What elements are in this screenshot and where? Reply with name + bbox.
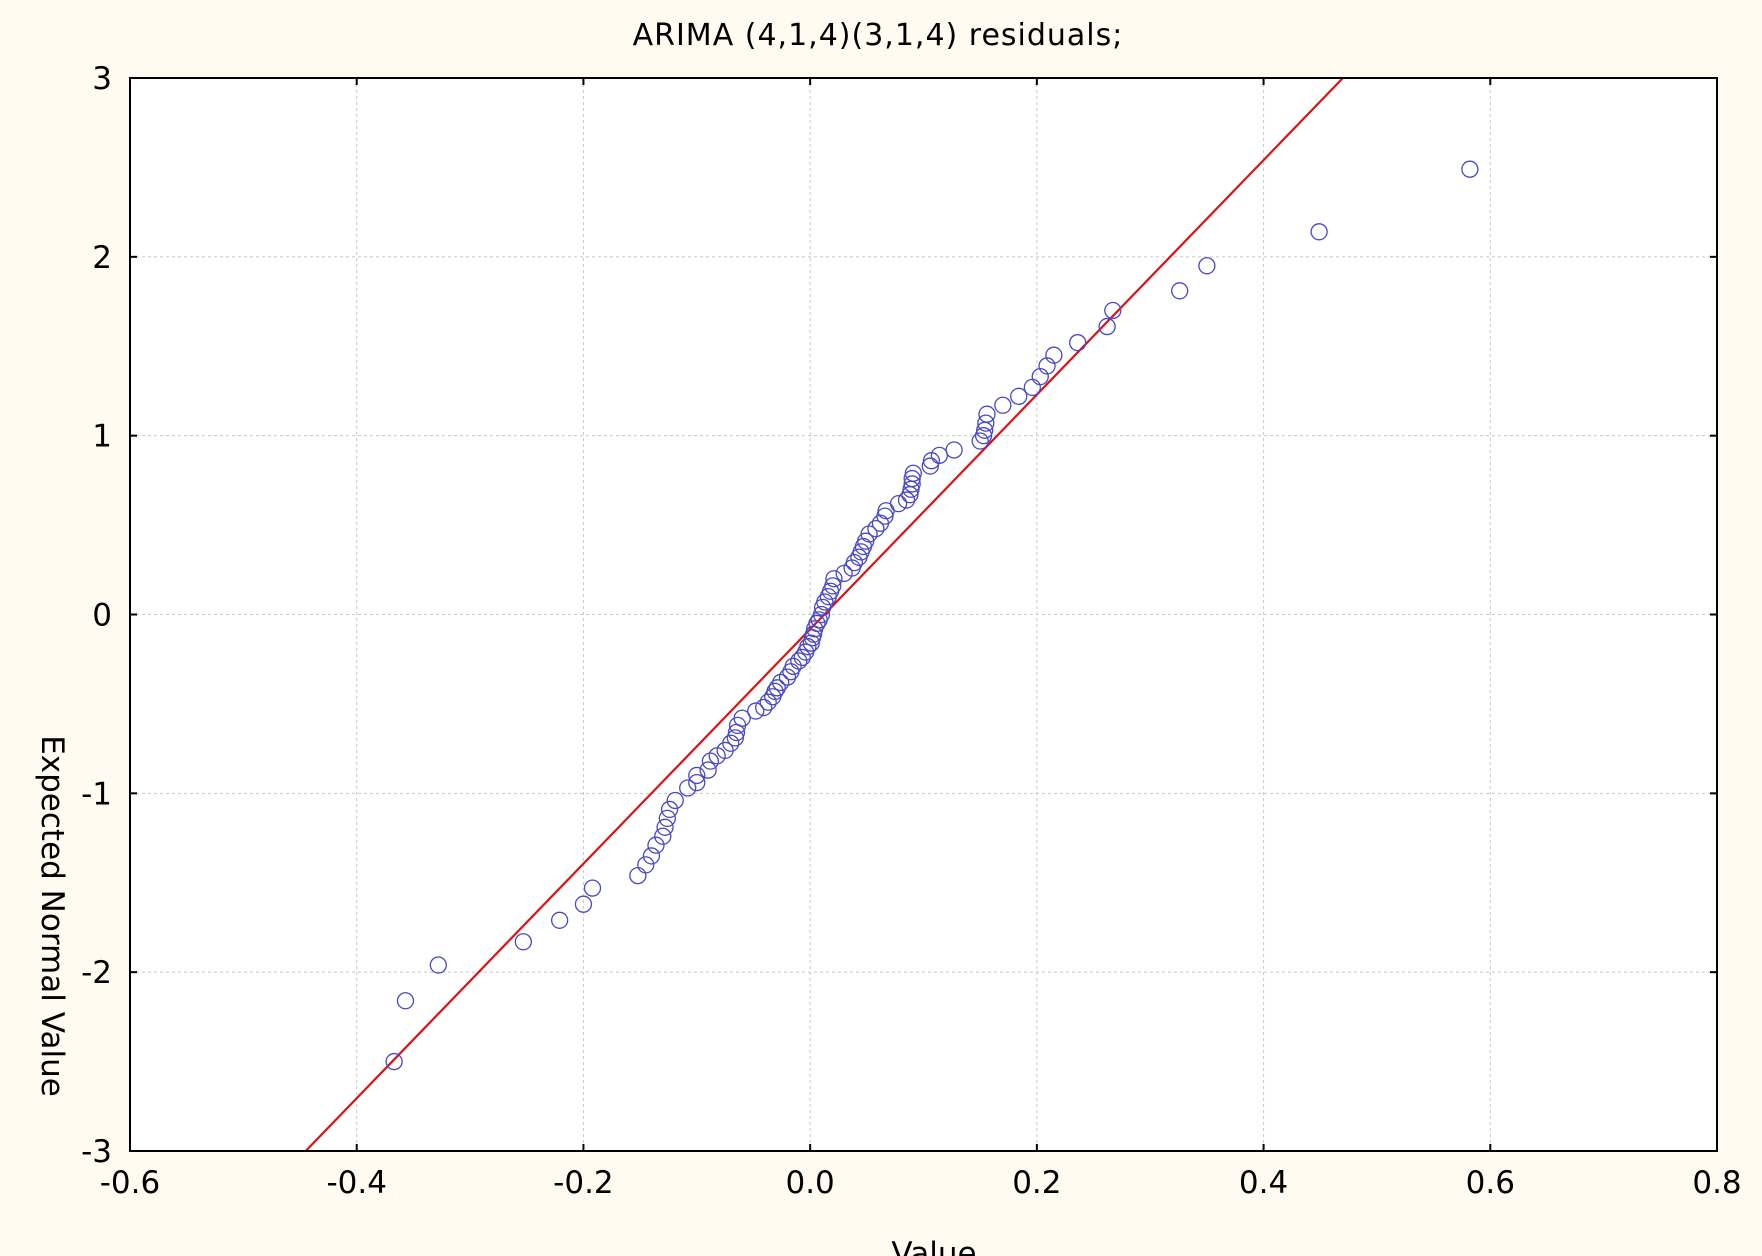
data-point: [699, 761, 717, 779]
data-point: [945, 441, 963, 459]
data-point: [660, 800, 679, 819]
data-point: [808, 614, 826, 633]
plot-frame: [129, 77, 1718, 1152]
data-point: [574, 895, 593, 913]
data-point: [897, 491, 916, 509]
chart-title: ARIMA (4,1,4)(3,1,4) residuals;: [633, 18, 1124, 53]
data-point: [974, 427, 993, 445]
data-point: [903, 469, 921, 488]
data-point: [1461, 160, 1479, 178]
data-point: [583, 879, 602, 897]
data-point: [647, 836, 665, 854]
data-point: [778, 668, 797, 686]
data-point: [766, 682, 784, 701]
data-point: [666, 791, 684, 810]
data-point: [876, 507, 894, 525]
data-point: [825, 570, 843, 588]
y-tick-label: 0: [92, 598, 112, 634]
data-point: [824, 577, 842, 595]
x-tick-label: 0.2: [1012, 1165, 1061, 1201]
data-point: [799, 638, 817, 656]
data-point: [747, 702, 765, 720]
data-point: [889, 494, 908, 513]
data-point: [904, 464, 922, 482]
x-tick-label: -0.2: [553, 1165, 614, 1201]
data-point: [790, 652, 808, 670]
x-tick-label: 0.4: [1239, 1165, 1288, 1201]
data-point: [971, 432, 989, 450]
data-point: [793, 648, 811, 667]
data-point: [816, 593, 834, 611]
data-point: [396, 992, 415, 1010]
data-point: [921, 457, 939, 475]
data-point: [642, 847, 661, 865]
x-axis-label: Value: [891, 1236, 976, 1256]
x-tick-label: -0.6: [100, 1165, 161, 1201]
data-point: [1171, 282, 1189, 300]
data-point: [385, 1052, 403, 1071]
data-point: [654, 827, 672, 845]
data-point: [656, 818, 674, 836]
data-point: [1198, 257, 1216, 275]
data-point: [688, 766, 706, 785]
data-point: [722, 734, 740, 752]
y-tick-label: -3: [81, 1134, 112, 1170]
y-tick-label: -2: [81, 955, 112, 991]
data-point: [768, 679, 786, 697]
data-point: [726, 729, 744, 747]
x-tick-label: -0.4: [326, 1165, 387, 1201]
data-point: [1010, 387, 1028, 405]
data-point: [1038, 357, 1056, 375]
data-point: [802, 634, 820, 652]
data-point: [679, 779, 697, 797]
data-points: [385, 160, 1479, 1071]
x-tick-label: 0.6: [1466, 1165, 1515, 1201]
grid-lines: [130, 78, 1717, 1151]
data-point: [514, 933, 532, 951]
data-point: [733, 709, 751, 727]
data-point: [860, 525, 878, 543]
data-point: [701, 752, 720, 770]
data-point: [903, 475, 921, 493]
x-tick-label: 0.8: [1692, 1165, 1741, 1201]
data-point: [658, 809, 676, 828]
data-point: [550, 911, 569, 929]
data-point: [429, 956, 447, 974]
y-tick-label: 2: [92, 240, 112, 276]
data-point: [867, 520, 885, 538]
y-axis-ticks: -3 -2 -1 0 1 2 3: [81, 61, 1717, 1170]
data-point: [755, 698, 773, 717]
data-point: [637, 856, 655, 874]
data-point: [772, 673, 790, 692]
y-tick-label: 1: [92, 419, 112, 455]
y-tick-label: 3: [92, 61, 112, 97]
data-point: [688, 773, 706, 792]
data-point: [978, 405, 996, 423]
data-point: [1098, 317, 1116, 336]
x-tick-label: 0.0: [785, 1165, 834, 1201]
x-axis-ticks: -0.6 -0.4 -0.2 0.0 0.2 0.4 0.6 0.8: [100, 78, 1742, 1201]
data-point: [1069, 334, 1087, 352]
y-tick-label: -1: [81, 776, 112, 812]
y-axis-label: Expected Normal Value: [34, 735, 70, 1097]
data-point: [759, 693, 777, 711]
data-point: [977, 414, 995, 432]
data-point: [1310, 223, 1328, 241]
data-point: [994, 396, 1012, 414]
data-point: [1104, 301, 1122, 320]
data-point: [845, 553, 864, 572]
data-point: [1031, 368, 1049, 386]
data-point: [1045, 346, 1063, 364]
data-point: [812, 605, 831, 624]
data-point: [784, 657, 802, 676]
